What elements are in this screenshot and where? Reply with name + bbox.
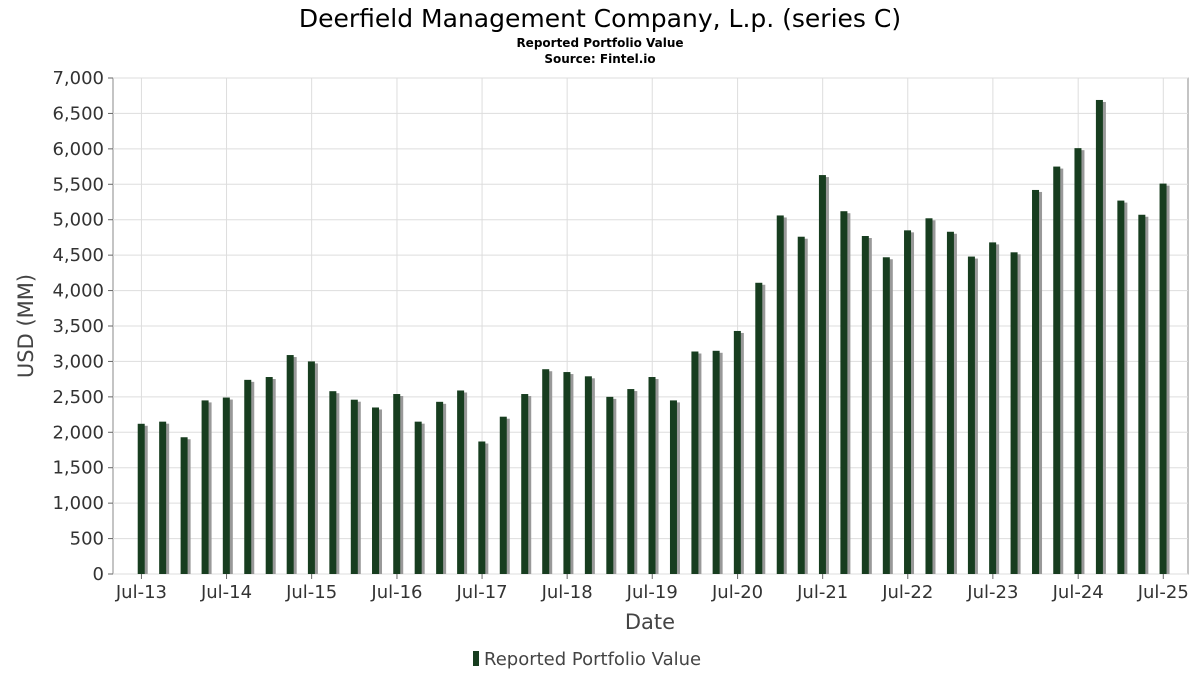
y-axis-title: USD (MM) [14,274,38,378]
bar [436,401,444,574]
chart-source: Source: Fintel.io [544,52,655,66]
x-axis-title: Date [625,610,675,634]
x-tick-label: Jul-21 [796,582,848,603]
y-tick-label: 6,000 [52,139,104,160]
bar [967,256,975,574]
bar [669,400,677,574]
bar [946,231,954,574]
x-tick-label: Jul-23 [966,582,1018,603]
y-tick-label: 5,500 [52,174,104,195]
bar [840,211,848,574]
y-tick-label: 1,500 [52,458,104,479]
x-tick-label: Jul-19 [626,582,678,603]
y-tick-label: 4,000 [52,281,104,302]
bar [818,175,826,574]
bar [648,377,656,574]
bar [691,351,699,574]
y-axis: 0 500 1,000 1,500 2,000 2,500 3,000 3,500 4,000 4… [52,68,113,585]
y-tick-label: 5,000 [52,210,104,231]
bar [797,236,805,574]
bar [521,394,529,574]
bar [904,230,912,575]
bar [606,396,614,574]
bar [286,355,294,574]
bar [457,390,465,574]
bar [563,372,571,574]
bar [584,376,592,574]
x-tick-label: Jul-16 [370,582,422,603]
x-tick-label: Jul-20 [711,582,763,603]
bar [499,416,507,574]
bar [393,394,401,574]
bar [222,397,230,574]
x-tick-label: Jul-24 [1052,582,1104,603]
y-tick-label: 0 [93,564,104,585]
grid-lines [113,77,1188,575]
x-tick-label: Jul-18 [541,582,593,603]
bar [1032,189,1040,574]
bar [414,421,422,574]
x-tick-label: Jul-13 [115,582,167,603]
y-tick-label: 1,000 [52,493,104,514]
y-tick-label: 500 [70,529,104,550]
bar [755,282,763,574]
legend: Reported Portfolio Value [473,649,701,670]
bar [1010,252,1018,574]
bar [307,361,315,574]
bar [137,423,145,574]
y-tick-label: 4,500 [52,245,104,266]
x-tick-label: Jul-14 [200,582,252,603]
y-tick-label: 3,500 [52,316,104,337]
bar [1074,148,1082,575]
bar [478,441,486,574]
bar [244,379,252,574]
bar [350,399,358,574]
bar [989,242,997,575]
x-tick-label: Jul-25 [1137,582,1189,603]
bar [627,389,635,574]
bar [1095,99,1103,575]
y-tick-label: 2,500 [52,387,104,408]
bar [265,377,273,574]
x-tick-label: Jul-22 [881,582,933,603]
bar [861,236,869,575]
y-tick-label: 2,000 [52,422,104,443]
bar [1138,214,1146,575]
legend-label: Reported Portfolio Value [484,649,701,670]
y-tick-label: 3,000 [52,351,104,372]
bar [1159,183,1167,574]
legend-swatch [473,651,479,666]
x-tick-label: Jul-15 [285,582,337,603]
y-tick-label: 6,500 [52,103,104,124]
chart-subtitle: Reported Portfolio Value [516,36,683,50]
chart-title: Deerfield Management Company, L.p. (seri… [299,4,901,33]
bar [776,215,784,574]
x-tick-label: Jul-17 [455,582,507,603]
x-axis: Jul-13 Jul-14 Jul-15 Jul-16 Jul-17 Jul-18 Jul-… [115,574,1189,603]
bar [712,350,720,574]
y-tick-label: 7,000 [52,68,104,89]
bar [542,369,550,574]
bar-series [137,99,1170,575]
bar [372,407,380,574]
bar [180,437,188,574]
bar [329,391,337,574]
bar [882,257,890,574]
bar [1117,200,1125,574]
bar [1053,166,1061,575]
bar [201,400,209,574]
bar [733,330,741,574]
bar [159,421,167,574]
bar [925,218,933,574]
